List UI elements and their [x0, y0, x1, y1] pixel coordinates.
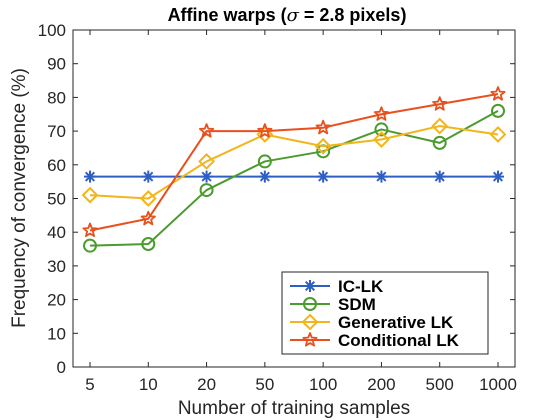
data-point — [375, 170, 388, 183]
data-point — [315, 119, 331, 135]
data-point — [490, 86, 506, 101]
y-tick-label: 0 — [57, 358, 66, 377]
y-tick-label: 30 — [47, 257, 66, 276]
legend-item: Conditional LK — [290, 331, 460, 350]
data-point — [84, 170, 96, 183]
x-tick-label: 50 — [255, 375, 274, 394]
y-tick-label: 10 — [47, 324, 66, 343]
y-tick-label: 80 — [47, 88, 66, 107]
data-point — [317, 170, 330, 183]
axis-ticks: 0 10 20 30 40 50 60 70 80 90 100 5 10 20 50 100 200 500 10… — [38, 21, 517, 394]
y-tick-label: 70 — [47, 122, 66, 141]
legend-label: Conditional LK — [338, 331, 460, 350]
data-point — [431, 117, 449, 135]
series-line — [89, 125, 499, 200]
y-tick-label: 20 — [47, 291, 66, 310]
x-tick-label: 500 — [426, 375, 454, 394]
legend-marker — [302, 332, 318, 347]
data-point — [257, 154, 272, 169]
y-tick-label: 60 — [47, 156, 66, 175]
data-point — [432, 96, 448, 111]
data-point — [83, 238, 97, 253]
data-point — [139, 190, 157, 207]
legend-marker — [301, 313, 319, 331]
data-point — [373, 106, 389, 121]
data-point — [198, 153, 215, 170]
data-point — [432, 135, 447, 150]
x-tick-label: 10 — [139, 375, 158, 394]
data-point — [142, 170, 155, 183]
y-tick-label: 100 — [38, 21, 66, 40]
series-ic-lk — [84, 170, 504, 183]
legend-marker — [303, 297, 317, 311]
data-point — [200, 170, 213, 183]
data-point — [489, 126, 507, 143]
x-tick-label: 200 — [367, 375, 395, 394]
data-point — [314, 137, 332, 155]
data-point — [373, 131, 390, 148]
data-point — [374, 122, 389, 137]
x-tick-label: 20 — [197, 375, 216, 394]
series-line — [89, 93, 499, 232]
series-conditional-lk — [82, 86, 506, 238]
x-axis-label: Number of training samples — [178, 398, 410, 419]
legend-label: SDM — [338, 295, 376, 314]
data-point — [140, 210, 156, 226]
data-point — [82, 222, 98, 238]
y-tick-label: 50 — [47, 190, 66, 209]
series-layer — [81, 86, 507, 253]
y-tick-label: 90 — [47, 55, 66, 74]
series-generative-lk — [81, 117, 507, 207]
y-tick-label: 40 — [47, 223, 66, 242]
legend-label: IC-LK — [338, 277, 384, 296]
legend-label: Generative LK — [338, 313, 454, 332]
x-tick-label: 100 — [309, 375, 337, 394]
data-point — [199, 183, 214, 198]
x-tick-label: 5 — [85, 375, 94, 394]
data-point — [199, 123, 215, 138]
legend-item: IC-LK — [290, 277, 384, 296]
series-line — [89, 110, 499, 247]
data-point — [492, 170, 504, 183]
chart-title: Affine warps (σ = 2.8 pixels) — [168, 5, 407, 26]
data-point — [141, 236, 156, 251]
legend-item: SDM — [290, 295, 376, 314]
series-sdm — [83, 103, 505, 253]
legend-marker — [304, 280, 316, 292]
data-point — [257, 123, 273, 138]
data-point — [258, 170, 271, 183]
data-point — [81, 186, 99, 204]
legend-item: Generative LK — [290, 313, 454, 332]
data-point — [256, 126, 274, 143]
y-axis-label: Frequency of convergence (%) — [9, 68, 30, 328]
data-point — [433, 170, 446, 183]
data-point — [491, 103, 505, 118]
x-tick-label: 1000 — [479, 375, 517, 394]
